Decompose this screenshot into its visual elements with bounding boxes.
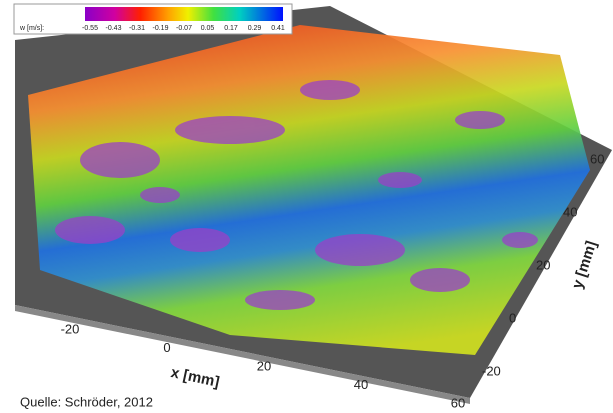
colorbar-tick: 0.05: [201, 25, 215, 32]
source: Quelle: Schröder, 2012: [20, 394, 153, 409]
x-tick-label: -20: [61, 321, 80, 336]
y-tick-label: 0: [509, 310, 516, 325]
colorbar-tick: -0.55: [82, 25, 98, 32]
x-tick-label: 20: [257, 358, 271, 373]
colorbar-tick: -0.43: [106, 25, 122, 32]
y-tick-label: -20: [482, 363, 501, 378]
colorbar: [85, 7, 283, 21]
x-tick-label: 40: [354, 377, 368, 392]
colorbar-tick: -0.31: [129, 25, 145, 32]
colorbar-tick: 0.29: [248, 25, 262, 32]
colorbar-tick: 0.41: [271, 25, 285, 32]
colorbar-tick: -0.07: [176, 25, 192, 32]
y-axis-label: y [mm]: [569, 239, 600, 291]
colorbar-label: w [m/s]:: [19, 25, 44, 32]
colorbar-tick: 0.17: [224, 25, 238, 32]
x-tick-label: 0: [163, 340, 170, 355]
x-tick-label: 60: [451, 395, 465, 410]
y-tick-label: 40: [563, 204, 577, 219]
y-tick-label: 60: [590, 151, 604, 166]
y-tick-label: 20: [536, 257, 550, 272]
vortex-structures: [55, 80, 538, 310]
colorbar-tick: -0.19: [153, 25, 169, 32]
floor-edge: [15, 305, 470, 404]
x-axis-label: x [mm]: [169, 364, 221, 391]
